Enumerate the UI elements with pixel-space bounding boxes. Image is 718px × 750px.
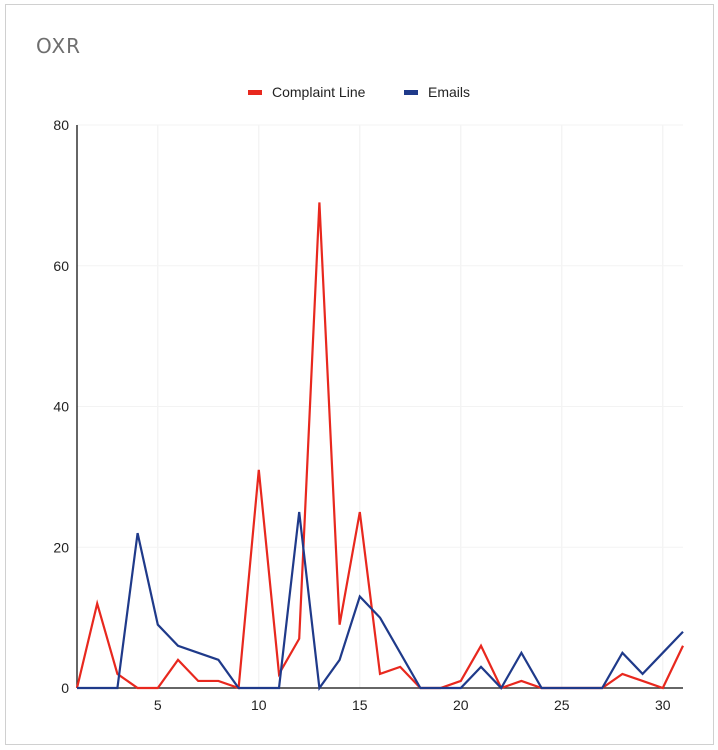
y-tick-label: 40 <box>53 399 69 415</box>
y-tick-label: 80 <box>53 117 69 133</box>
legend-item: Complaint Line <box>248 84 366 100</box>
series-line <box>75 202 684 690</box>
tick-labels: 0 20 40 60 80 5 10 15 20 25 30 <box>53 117 670 713</box>
x-tick-label: 10 <box>251 697 267 713</box>
x-tick-label: 5 <box>154 697 162 713</box>
legend: Complaint Line Emails <box>248 84 470 100</box>
series-line <box>77 511 684 691</box>
legend-swatch <box>404 90 418 95</box>
legend-label: Emails <box>428 84 470 100</box>
legend-label: Complaint Line <box>272 84 366 100</box>
series-emails <box>76 511 684 691</box>
grid-lines <box>77 124 683 688</box>
series-complaint-line <box>75 202 684 690</box>
x-tick-label: 20 <box>453 697 469 713</box>
chart-title: OXR <box>36 34 82 58</box>
series-lines <box>75 202 684 691</box>
y-tick-label: 60 <box>53 258 69 274</box>
y-tick-label: 20 <box>53 539 69 555</box>
x-tick-label: 15 <box>352 697 368 713</box>
y-tick-label: 0 <box>61 680 69 696</box>
x-tick-label: 30 <box>655 697 671 713</box>
legend-item: Emails <box>404 84 470 100</box>
x-tick-label: 25 <box>554 697 570 713</box>
legend-swatch <box>248 90 262 95</box>
